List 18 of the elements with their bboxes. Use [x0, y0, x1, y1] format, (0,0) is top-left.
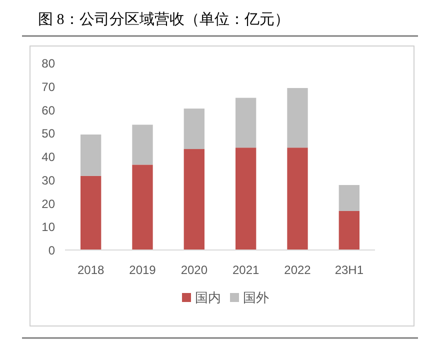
- y-tick-label: 30: [42, 173, 56, 188]
- y-tick-label: 10: [42, 220, 56, 234]
- legend-label: 国内: [195, 290, 221, 305]
- x-tick-label: 2022: [284, 263, 312, 277]
- legend-label: 国外: [243, 290, 269, 305]
- x-tick-label: 2018: [77, 263, 105, 277]
- y-tick-label: 40: [42, 150, 56, 164]
- x-tick-label: 2019: [129, 263, 156, 277]
- y-tick-label: 60: [42, 103, 56, 118]
- y-tick-label: 80: [42, 56, 56, 70]
- y-tick-label: 50: [42, 126, 56, 141]
- x-tick-label: 23H1: [334, 263, 364, 277]
- x-tick-label: 2021: [232, 263, 260, 277]
- y-tick-label: 20: [42, 196, 56, 211]
- x-tick-label: 2020: [180, 263, 208, 277]
- chart-title: 图 8：公司分区域营收（单位：亿元）: [38, 11, 290, 28]
- y-tick-label: 70: [42, 80, 56, 94]
- y-tick-label: 0: [48, 244, 56, 258]
